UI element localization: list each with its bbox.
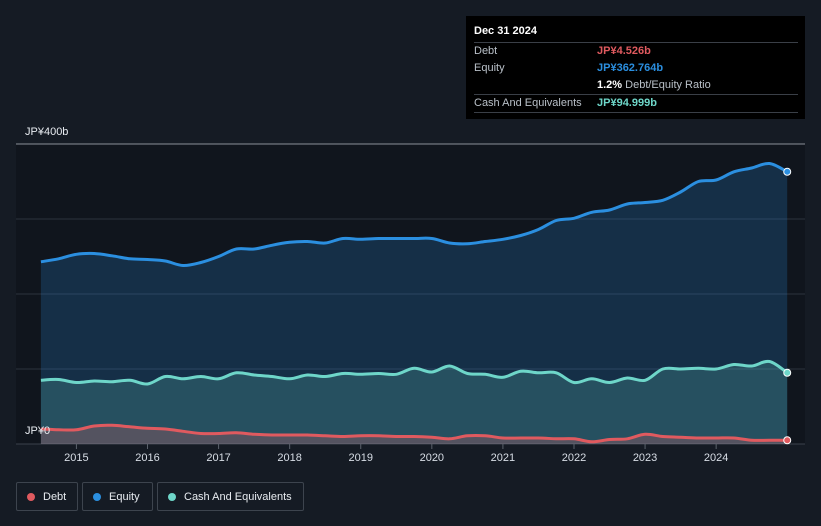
debt-area [40,425,788,444]
tooltip-row-debt: Debt JP¥4.526b [474,42,798,60]
x-tick-label: 2022 [562,452,586,464]
legend-item-debt[interactable]: Debt [16,482,78,511]
x-tick-label: 2017 [206,452,230,464]
equity-end-marker [783,167,792,176]
cash-end-marker [783,368,792,377]
legend-debt-label: Debt [43,490,67,503]
legend-equity-label: Equity [109,490,140,503]
x-tick-label: 2019 [349,452,373,464]
tooltip-cash-value: JP¥94.999b [597,97,657,109]
x-tick-label: 2015 [64,452,88,464]
tooltip-date: Dec 31 2024 [474,25,537,37]
series-lines [40,161,789,444]
x-axis-ticks: 2015 2016 2017 2018 2019 2020 2021 2022 2023 2024 [64,444,728,464]
tooltip-debt-label: Debt [474,45,498,57]
equity-dot-icon [93,492,101,501]
legend-item-equity[interactable]: Equity [82,482,153,511]
tooltip-cash-label: Cash And Equivalents [474,97,582,109]
debt-dot-icon [27,492,35,501]
x-tick-label: 2016 [135,452,159,464]
x-tick-label: 2024 [704,452,728,464]
x-tick-label: 2023 [633,452,657,464]
tooltip-equity-label: Equity [474,62,505,74]
equity-area [40,163,788,445]
cash-line [40,359,789,386]
x-tick-label: 2021 [491,452,515,464]
y-axis-max-label: JP¥400b [25,126,69,138]
data-tooltip: Dec 31 2024 Debt JP¥4.526b Equity JP¥362… [466,16,805,119]
x-tick-label: 2020 [420,452,444,464]
debt-line [40,423,788,444]
tooltip-debt-value: JP¥4.526b [597,45,651,57]
tooltip-ratio-value: 1.2% [597,79,623,91]
end-markers [783,167,792,445]
tooltip-equity-value: JP¥362.764b [597,62,664,74]
legend-item-cash[interactable]: Cash And Equivalents [157,482,304,511]
legend-cash-label: Cash And Equivalents [184,490,292,503]
tooltip-row-equity: Equity JP¥362.764b [474,60,798,77]
y-axis-min-label: JP¥0 [25,425,51,437]
debt-end-marker [783,436,792,445]
gridlines [16,143,805,445]
tooltip-row-ratio: 1.2% Debt/Equity Ratio [474,77,798,94]
tooltip-row-cash: Cash And Equivalents JP¥94.999b [474,94,798,113]
tooltip-ratio-label: Debt/Equity Ratio [625,79,711,91]
cash-dot-icon [168,492,176,501]
x-tick-label: 2018 [277,452,301,464]
equity-line [40,161,788,268]
